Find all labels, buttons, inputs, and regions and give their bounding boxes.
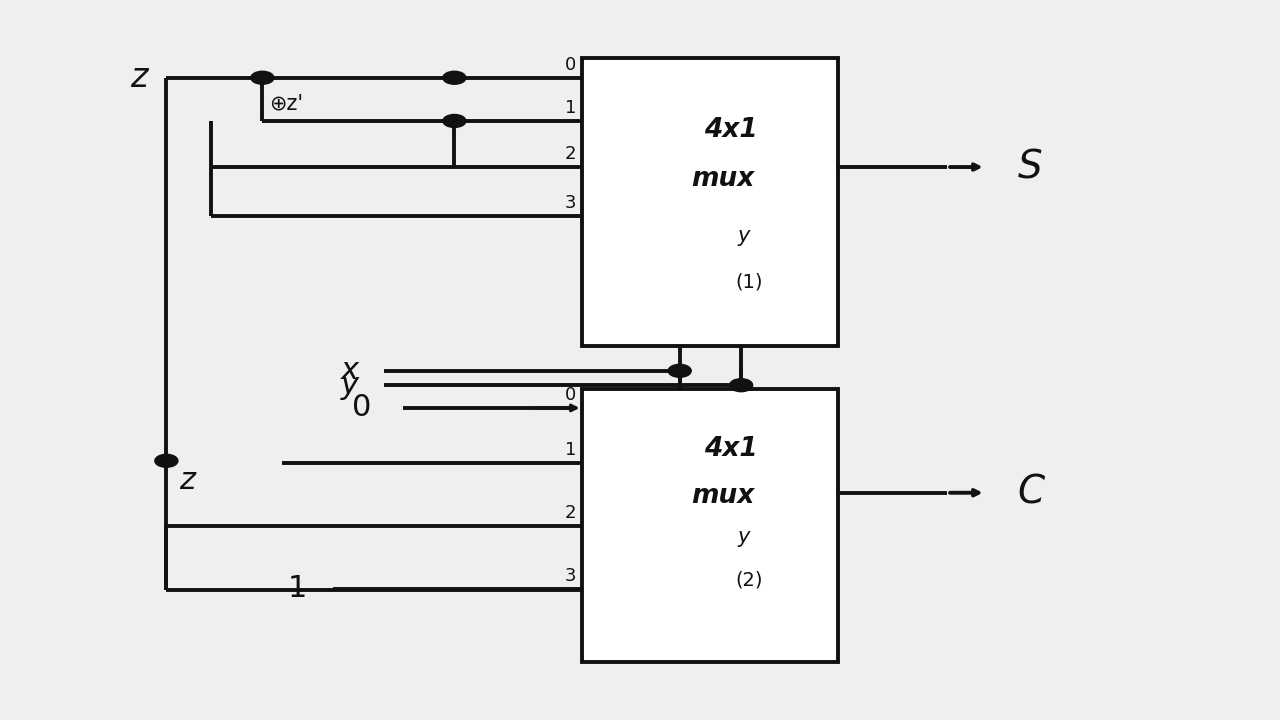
Text: 2: 2 <box>564 504 576 522</box>
Text: 3: 3 <box>564 567 576 585</box>
Text: 1: 1 <box>564 441 576 459</box>
Text: 1: 1 <box>288 574 307 603</box>
Circle shape <box>730 379 753 392</box>
Text: 2: 2 <box>564 145 576 163</box>
Text: z: z <box>129 61 147 94</box>
Circle shape <box>251 71 274 84</box>
Text: y: y <box>340 371 358 400</box>
Text: y: y <box>737 226 750 246</box>
Text: 4x1: 4x1 <box>704 436 758 462</box>
Circle shape <box>443 114 466 127</box>
Text: ⊕z': ⊕z' <box>269 94 303 114</box>
Text: z: z <box>179 467 196 495</box>
Text: mux: mux <box>691 482 755 508</box>
Text: 3: 3 <box>564 194 576 212</box>
Text: 0: 0 <box>352 393 371 423</box>
Text: S: S <box>1018 148 1042 186</box>
Text: C: C <box>1018 474 1044 512</box>
Text: 4x1: 4x1 <box>704 117 758 143</box>
Circle shape <box>443 71 466 84</box>
Text: 1: 1 <box>564 99 576 117</box>
Text: (1): (1) <box>735 273 763 292</box>
Text: mux: mux <box>691 166 755 192</box>
Circle shape <box>155 454 178 467</box>
Circle shape <box>668 364 691 377</box>
Text: (2): (2) <box>735 571 763 590</box>
Bar <box>582 58 838 346</box>
Text: 0: 0 <box>564 56 576 74</box>
Bar <box>582 389 838 662</box>
Text: 0: 0 <box>564 387 576 405</box>
Text: y: y <box>737 526 750 546</box>
Text: x: x <box>340 356 358 385</box>
